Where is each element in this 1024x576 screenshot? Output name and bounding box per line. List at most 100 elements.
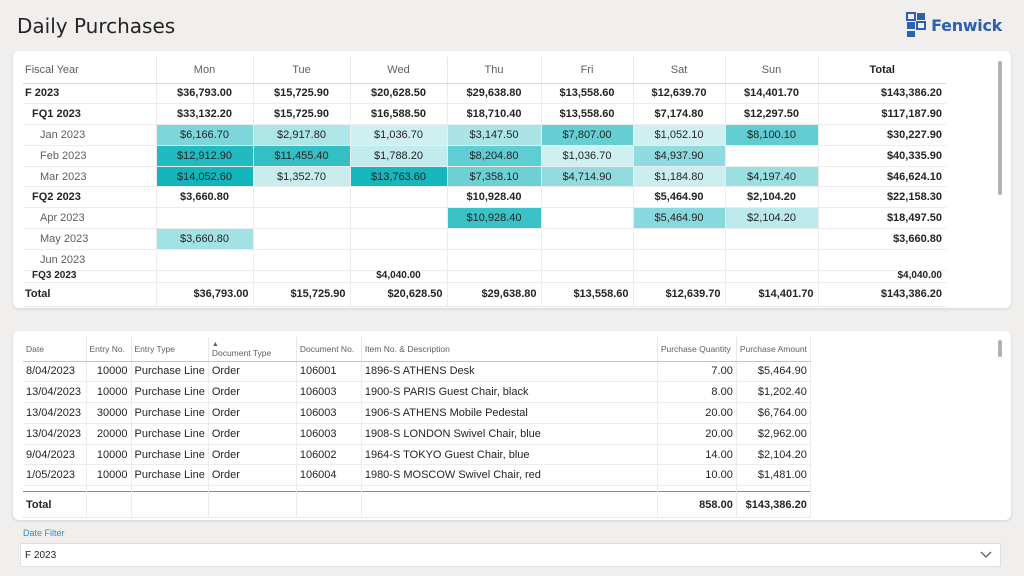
matrix-cell[interactable]: $12,639.70: [633, 83, 726, 105]
table-cell[interactable]: 20.00: [657, 402, 737, 424]
matrix-cell[interactable]: [725, 228, 819, 250]
matrix-cell[interactable]: [253, 249, 351, 271]
matrix-row-label[interactable]: Feb 2023: [23, 145, 157, 167]
matrix-cell[interactable]: $13,558.60: [541, 103, 634, 126]
table-cell[interactable]: 20000: [86, 423, 132, 445]
matrix-cell[interactable]: $1,788.20: [350, 145, 448, 167]
matrix-cell[interactable]: [541, 270, 634, 283]
table-cell[interactable]: $1,202.40: [736, 381, 811, 404]
table-cell[interactable]: 10000: [86, 361, 132, 383]
matrix-cell[interactable]: [447, 249, 542, 271]
table-cell[interactable]: 1896-S ATHENS Desk: [361, 361, 658, 383]
matrix-row[interactable]: Jun 2023: [23, 249, 946, 271]
table-cell[interactable]: 8/04/2023: [23, 361, 87, 383]
matrix-cell[interactable]: [253, 228, 351, 250]
matrix-cell[interactable]: $4,197.40: [725, 166, 819, 188]
matrix-row-total[interactable]: $4,040.00: [818, 270, 946, 283]
matrix-cell[interactable]: $13,558.60: [541, 83, 634, 105]
table-cell[interactable]: Order: [208, 381, 297, 404]
table-cell[interactable]: $6,764.00: [736, 402, 811, 424]
matrix-cell[interactable]: $12,912.90: [156, 145, 254, 167]
table-cell[interactable]: 14.00: [657, 444, 737, 466]
matrix-cell[interactable]: [725, 270, 819, 283]
matrix-cell[interactable]: $4,937.90: [633, 145, 726, 167]
matrix-row[interactable]: Feb 2023 $12,912.90 $11,455.40 $1,788.20 $8,…: [23, 145, 946, 167]
table-cell[interactable]: 1964-S TOKYO Guest Chair, blue: [361, 444, 658, 466]
matrix-cell[interactable]: $5,464.90: [633, 186, 726, 209]
table-row[interactable]: 9/04/2023 10000 Purchase Line Order 106002 19…: [23, 444, 811, 466]
table-cell[interactable]: 106002: [296, 444, 362, 466]
table-cell[interactable]: 106001: [296, 361, 362, 383]
table-cell[interactable]: 106003: [296, 402, 362, 424]
matrix-cell[interactable]: $1,352.70: [253, 166, 351, 188]
tx-header-entry-type[interactable]: Entry Type: [131, 337, 209, 362]
matrix-row-total[interactable]: $18,497.50: [818, 207, 946, 230]
matrix-cell[interactable]: $1,036.70: [541, 145, 634, 167]
matrix-cell[interactable]: $10,928.40: [447, 207, 542, 230]
table-cell[interactable]: 13/04/2023: [23, 423, 87, 445]
tx-header-item-no-description[interactable]: Item No. & Description: [361, 337, 658, 362]
matrix-cell[interactable]: $6,166.70: [156, 124, 254, 146]
matrix-header-fri[interactable]: Fri: [541, 57, 634, 84]
matrix-cell[interactable]: [541, 186, 634, 209]
table-cell[interactable]: Purchase Line: [131, 444, 209, 466]
matrix-cell[interactable]: $12,297.50: [725, 103, 819, 126]
transactions-scrollbar[interactable]: [998, 340, 1002, 357]
matrix-scrollbar[interactable]: [998, 61, 1002, 195]
matrix-cell[interactable]: [633, 228, 726, 250]
table-cell[interactable]: $1,481.00: [736, 464, 811, 487]
tx-header-purchase-amount[interactable]: Purchase Amount: [736, 337, 811, 362]
matrix-header-sun[interactable]: Sun: [725, 57, 819, 84]
table-cell[interactable]: 106003: [296, 423, 362, 445]
table-cell[interactable]: Order: [208, 402, 297, 424]
matrix-cell[interactable]: $2,917.80: [253, 124, 351, 146]
matrix-cell[interactable]: [253, 207, 351, 230]
matrix-cell[interactable]: $18,710.40: [447, 103, 542, 126]
matrix-cell[interactable]: $36,793.00: [156, 83, 254, 105]
matrix-cell[interactable]: [725, 145, 819, 167]
matrix-cell[interactable]: [447, 270, 542, 283]
matrix-cell[interactable]: [350, 207, 448, 230]
table-cell[interactable]: 10000: [86, 381, 132, 404]
matrix-row[interactable]: FQ3 2023 $4,040.00 $4,040.00: [23, 270, 946, 283]
matrix-row-total[interactable]: $3,660.80: [818, 228, 946, 250]
matrix-cell[interactable]: $14,052.60: [156, 166, 254, 188]
matrix-row-label[interactable]: Jun 2023: [23, 249, 157, 271]
table-cell[interactable]: Order: [208, 423, 297, 445]
table-cell[interactable]: Order: [208, 464, 297, 487]
matrix-row-label[interactable]: Apr 2023: [23, 207, 157, 230]
table-cell[interactable]: 9/04/2023: [23, 444, 87, 466]
table-cell[interactable]: 8.00: [657, 381, 737, 404]
table-row[interactable]: 13/04/2023 30000 Purchase Line Order 106003 1…: [23, 402, 811, 424]
tx-header-entry-no[interactable]: Entry No.: [86, 337, 132, 362]
table-row[interactable]: 13/04/2023 10000 Purchase Line Order 106003 1…: [23, 381, 811, 404]
table-cell[interactable]: 1906-S ATHENS Mobile Pedestal: [361, 402, 658, 424]
matrix-row[interactable]: Jan 2023 $6,166.70 $2,917.80 $1,036.70 $3,14…: [23, 124, 946, 146]
table-cell[interactable]: Purchase Line: [131, 423, 209, 445]
matrix-cell[interactable]: $2,104.20: [725, 186, 819, 209]
table-cell[interactable]: $2,104.20: [736, 444, 811, 466]
matrix-row-total[interactable]: $46,624.10: [818, 166, 946, 188]
matrix-cell[interactable]: [156, 270, 254, 283]
matrix-row-label[interactable]: FQ1 2023: [23, 103, 157, 126]
table-cell[interactable]: 10000: [86, 444, 132, 466]
matrix-cell[interactable]: [350, 186, 448, 209]
matrix-cell[interactable]: $1,052.10: [633, 124, 726, 146]
matrix-header-sat[interactable]: Sat: [633, 57, 726, 84]
table-cell[interactable]: 20.00: [657, 423, 737, 445]
matrix-cell[interactable]: $33,132.20: [156, 103, 254, 126]
matrix-cell[interactable]: $3,147.50: [447, 124, 542, 146]
matrix-header-mon[interactable]: Mon: [156, 57, 254, 84]
matrix-header-thu[interactable]: Thu: [447, 57, 542, 84]
date-filter-dropdown[interactable]: F 2023: [20, 543, 1001, 567]
table-cell[interactable]: 1/05/2023: [23, 464, 87, 487]
matrix-cell[interactable]: $8,204.80: [447, 145, 542, 167]
matrix-cell[interactable]: [447, 228, 542, 250]
table-cell[interactable]: Purchase Line: [131, 381, 209, 404]
tx-header-date[interactable]: Date: [23, 337, 87, 362]
matrix-cell[interactable]: $11,455.40: [253, 145, 351, 167]
table-cell[interactable]: 13/04/2023: [23, 381, 87, 404]
matrix-cell[interactable]: $13,763.60: [350, 166, 448, 188]
tx-header-document-type[interactable]: ▲ Document Type: [208, 337, 297, 362]
matrix-row-total[interactable]: $117,187.90: [818, 103, 946, 126]
